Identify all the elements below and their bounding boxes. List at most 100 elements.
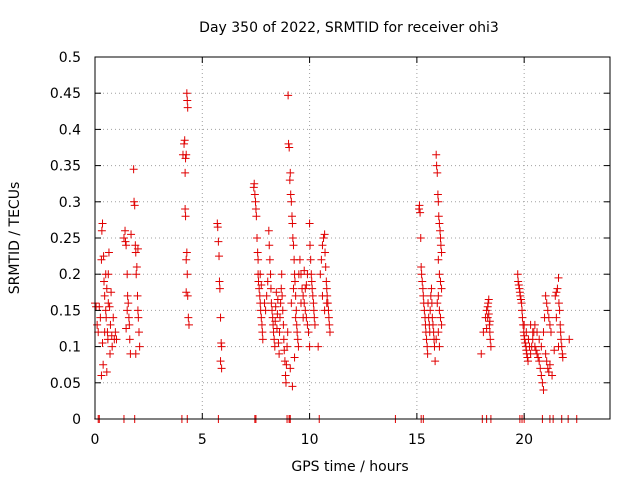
data-point [544,313,553,322]
data-point [294,342,303,351]
data-point [314,342,323,351]
data-point [180,136,189,145]
data-point [538,378,547,387]
data-point [288,219,297,228]
data-point [484,299,493,308]
data-point [422,335,431,344]
data-point [299,291,308,300]
chart-title: Day 350 of 2022, SRMTID for receiver ohi… [199,20,499,36]
data-point [318,291,327,300]
data-point [182,255,191,264]
data-point [542,357,551,366]
data-point [275,313,284,322]
data-point [266,270,275,279]
data-point [539,386,548,395]
data-point [104,270,113,279]
data-point [280,357,289,366]
data-point [301,306,310,315]
data-point [321,248,330,257]
data-point [277,270,286,279]
data-point [428,313,437,322]
data-point [109,313,118,322]
data-point [295,255,304,264]
data-point [516,291,525,300]
data-point [106,349,115,358]
data-point [434,291,443,300]
axis-ticks: 0 0.05 0.1 0.15 0.2 0.25 0.3 0.35 0.4 0.45 0.5 0 5 10… [50,50,610,448]
data-point [268,306,277,315]
data-point [132,270,141,279]
data-point [281,371,290,380]
x-tick-label: 0 [91,432,100,448]
y-tick-label: 0.25 [50,231,81,247]
data-point [542,299,551,308]
data-point [278,291,287,300]
data-point [105,302,114,311]
data-point [127,230,136,239]
data-point [97,371,106,380]
data-point [278,306,287,315]
data-point [253,248,262,257]
data-point [181,205,190,214]
data-point [119,234,128,242]
data-point [182,150,191,159]
data-point [318,241,327,250]
data-point [112,335,121,344]
data-point [251,205,260,214]
data-point [181,168,190,177]
data-point [181,154,190,163]
data-point [477,349,486,358]
data-point [184,320,193,329]
data-point [134,328,143,337]
data-point [121,226,130,235]
data-point [486,335,495,344]
data-point [108,342,117,351]
data-point [104,248,113,257]
data-point [253,234,262,242]
data-point [262,291,271,300]
data-point [301,284,310,293]
data-point [97,226,106,235]
data-point [104,299,113,308]
data-point [275,349,284,358]
data-point [426,291,435,300]
data-point [554,299,563,308]
data-point [287,299,296,308]
data-point [432,150,441,159]
data-point [131,248,140,257]
data-point [213,223,222,232]
data-point [322,277,331,286]
data-point [304,328,313,337]
x-tick-label: 20 [515,432,533,448]
data-point [183,103,192,112]
data-point [290,353,299,362]
data-point [133,291,142,300]
data-point [99,360,108,369]
data-point [435,306,444,315]
x-tick-label: 10 [301,432,319,448]
data-point [517,299,526,308]
data-point [124,313,133,322]
data-point [300,266,309,275]
data-point [307,277,316,286]
data-point [286,190,295,199]
data-point [325,320,334,329]
data-point [536,364,545,373]
data-point [270,335,279,344]
data-point [303,270,312,279]
data-point [302,281,311,290]
data-point [543,364,552,373]
data-point [100,277,109,286]
data-point [124,299,133,308]
data-point [416,234,425,242]
data-point [433,299,442,308]
data-point [293,335,302,344]
data-point [257,281,266,290]
y-tick-label: 0.15 [50,303,81,319]
data-point [123,291,132,300]
data-point [436,313,445,322]
data-point [131,349,140,358]
data-point [482,306,491,315]
